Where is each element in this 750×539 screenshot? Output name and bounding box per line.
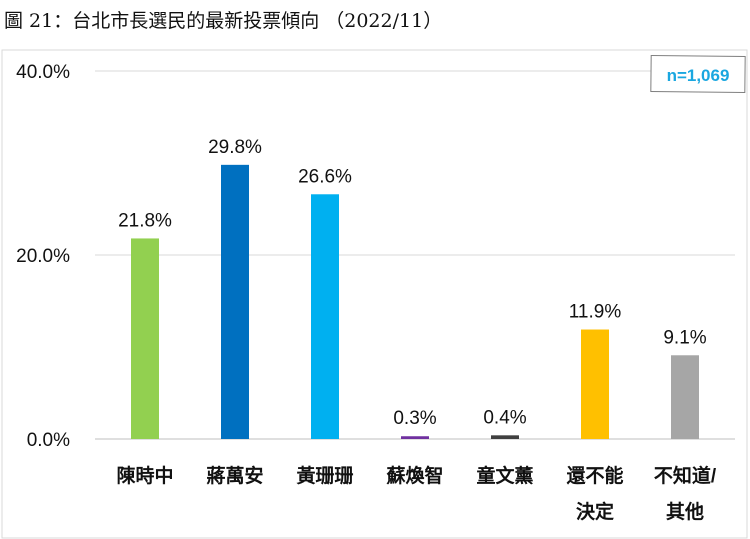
chart-title: 圖 21：台北市長選民的最新投票傾向 （2022/11） xyxy=(4,10,443,32)
x-tick-label: 不知道/ xyxy=(654,464,717,487)
sample-size-annotation: n=1,069 xyxy=(667,66,730,85)
x-tick-label: 蔣萬安 xyxy=(206,464,263,487)
data-label: 11.9% xyxy=(569,302,622,323)
x-tick-label: 陳時中 xyxy=(116,464,173,487)
y-tick-label: 40.0% xyxy=(16,62,70,83)
data-label: 26.6% xyxy=(298,166,352,187)
y-tick-label: 20.0% xyxy=(16,246,70,267)
data-label: 9.1% xyxy=(663,327,706,348)
bar xyxy=(581,329,609,439)
bar xyxy=(491,435,519,439)
bar xyxy=(401,436,429,439)
bar xyxy=(311,194,339,439)
data-label: 0.3% xyxy=(393,408,436,429)
chart-border xyxy=(1,49,748,539)
data-label: 0.4% xyxy=(483,407,526,428)
y-tick-label: 0.0% xyxy=(27,430,70,451)
data-label: 29.8% xyxy=(208,137,262,158)
bar xyxy=(131,238,159,439)
bar xyxy=(221,164,249,439)
x-tick-label: 黃珊珊 xyxy=(296,464,353,487)
x-tick-label: 童文薰 xyxy=(476,464,533,487)
annotation-box xyxy=(650,55,746,93)
x-tick-label: 決定 xyxy=(576,500,614,523)
bar xyxy=(671,355,699,439)
x-tick-label: 其他 xyxy=(666,500,704,523)
data-label: 21.8% xyxy=(118,210,172,231)
x-tick-label: 蘇煥智 xyxy=(385,464,443,487)
x-tick-label: 還不能 xyxy=(566,464,623,487)
